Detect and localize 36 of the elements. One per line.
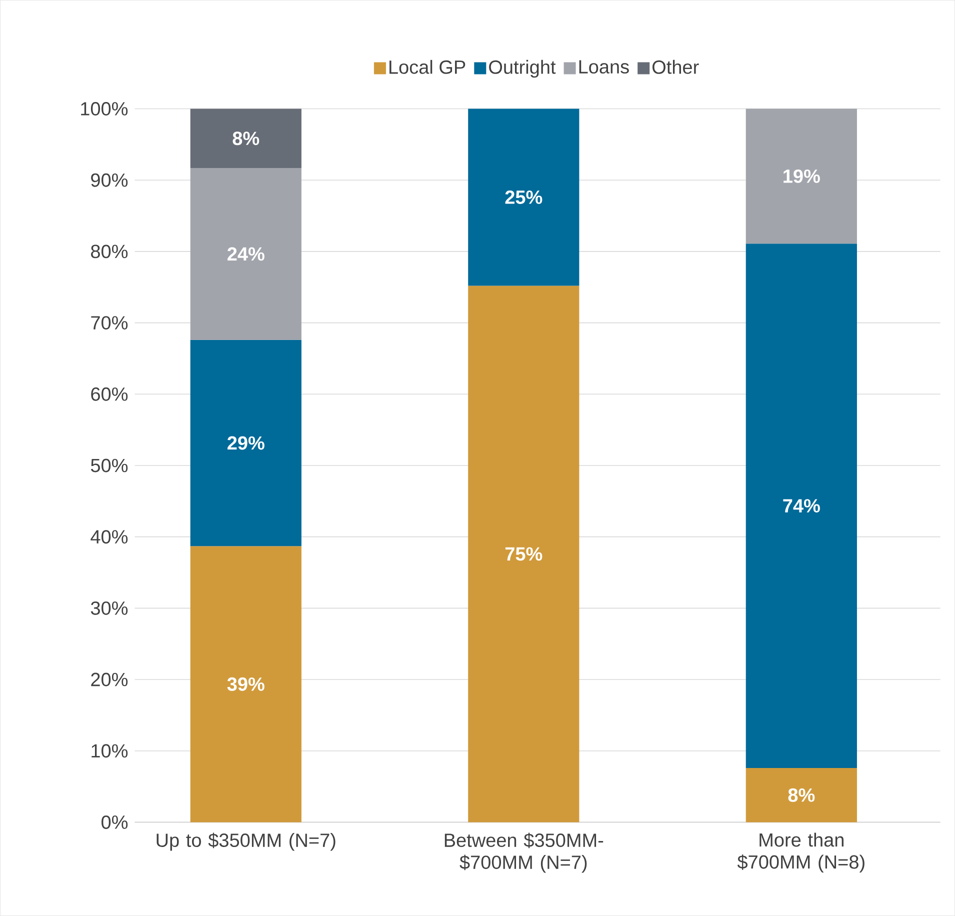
x-tick-label: Between $350MM-$700MM (N=7)	[444, 832, 604, 873]
legend-label: Local GP	[390, 60, 466, 74]
legend-label: Outright	[489, 60, 556, 78]
y-tick-label: 60%	[91, 387, 128, 401]
bar	[190, 340, 302, 546]
y-tick-label: 0%	[102, 815, 128, 829]
y-tick-label: 80%	[91, 244, 128, 258]
legend-label: Other	[652, 60, 699, 74]
y-tick-label: 90%	[91, 173, 128, 187]
bar	[468, 108, 580, 286]
data-label: 29%	[228, 436, 264, 450]
y-tick-label: 50%	[90, 458, 128, 472]
data-label: 39%	[227, 677, 264, 691]
bar	[190, 108, 302, 168]
data-label: 8%	[232, 132, 260, 146]
x-tick-label: Up to $350MM (N=7)	[156, 832, 336, 851]
data-label: 74%	[783, 499, 820, 513]
bar	[746, 108, 857, 244]
y-tick-label: 100%	[81, 102, 128, 116]
data-label: 8%	[788, 788, 815, 802]
y-tick-label: 30%	[90, 601, 128, 615]
data-label: 24%	[228, 247, 264, 261]
data-label: 25%	[505, 190, 542, 204]
bar	[746, 768, 857, 822]
y-tick-label: 40%	[90, 530, 128, 544]
bar	[190, 168, 302, 340]
y-tick-label: 20%	[91, 672, 128, 686]
data-label: 19%	[784, 169, 820, 183]
y-tick-label: 10%	[92, 744, 128, 758]
y-tick-label: 70%	[91, 316, 128, 330]
legend-label: Loans	[579, 60, 629, 74]
bar	[746, 244, 857, 768]
bar	[468, 286, 580, 822]
x-tick-label: More than $700MM (N=8)	[737, 832, 864, 872]
bar	[190, 546, 302, 822]
data-label: 75%	[505, 547, 542, 561]
